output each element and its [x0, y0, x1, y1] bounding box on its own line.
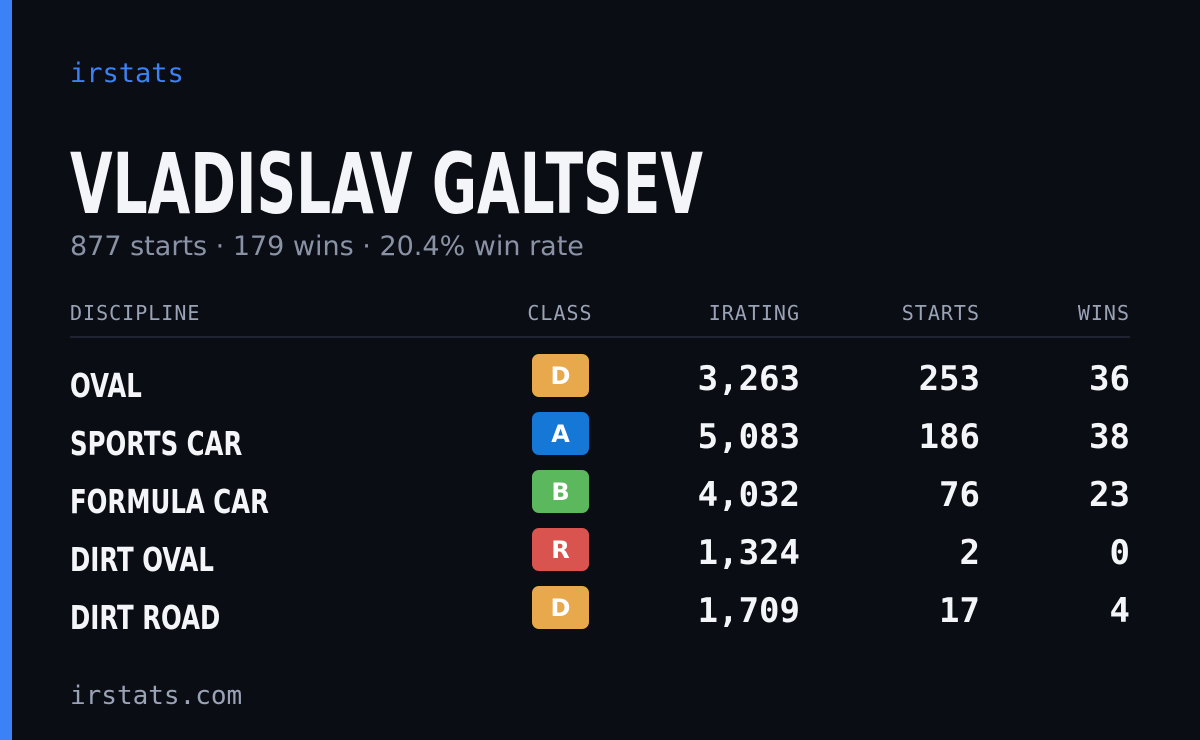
- column-header: DISCIPLINE: [70, 301, 200, 325]
- class-badge: [532, 412, 589, 455]
- discipline-group: SPORTS CAR: [70, 424, 242, 463]
- cell-starts: 76: [939, 475, 980, 515]
- discipline: DIRT ROAD: [70, 598, 220, 637]
- class-letter: R: [551, 536, 569, 564]
- cell-starts: 186: [919, 417, 980, 457]
- cell-irating: 3,263: [698, 359, 800, 399]
- cell-irating: 5,083: [698, 417, 800, 457]
- discipline-group: OVAL: [70, 366, 142, 405]
- discipline-group: DIRT ROAD: [70, 598, 220, 637]
- player-summary: 877 starts · 179 wins · 20.4% win rate: [70, 231, 584, 262]
- class-badge: [532, 586, 589, 629]
- footer: irstats.com: [70, 681, 242, 711]
- cell-starts: 253: [919, 359, 980, 399]
- discipline: OVAL: [70, 366, 142, 405]
- column-header: WINS: [1078, 301, 1130, 325]
- brand: irstats: [70, 58, 184, 89]
- column-header: CLASS: [527, 301, 592, 325]
- player-name: VLADISLAV GALTSEV: [70, 135, 703, 233]
- discipline: DIRT OVAL: [70, 540, 214, 579]
- accent-bar: [0, 0, 12, 740]
- column-header: STARTS: [902, 301, 980, 325]
- discipline: FORMULA CAR: [70, 482, 269, 521]
- cell-wins: 23: [1089, 475, 1130, 515]
- cell-starts: 2: [960, 533, 980, 573]
- cell-wins: 36: [1089, 359, 1130, 399]
- discipline: SPORTS CAR: [70, 424, 242, 463]
- cell-wins: 38: [1089, 417, 1130, 457]
- discipline-group: DIRT OVAL: [70, 540, 214, 579]
- cell-starts: 17: [939, 591, 980, 631]
- class-badge: [532, 528, 589, 571]
- cell-wins: 4: [1110, 591, 1130, 631]
- cell-irating: 1,324: [698, 533, 800, 573]
- cell-wins: 0: [1110, 533, 1130, 573]
- class-badge: [532, 354, 589, 397]
- cell-irating: 4,032: [698, 475, 800, 515]
- class-letter: D: [551, 594, 571, 622]
- class-letter: A: [551, 420, 570, 448]
- cell-irating: 1,709: [698, 591, 800, 631]
- column-header: IRATING: [709, 301, 800, 325]
- class-badge: [532, 470, 589, 513]
- class-letter: D: [551, 362, 571, 390]
- class-letter: B: [551, 478, 569, 506]
- discipline-group: FORMULA CAR: [70, 482, 269, 521]
